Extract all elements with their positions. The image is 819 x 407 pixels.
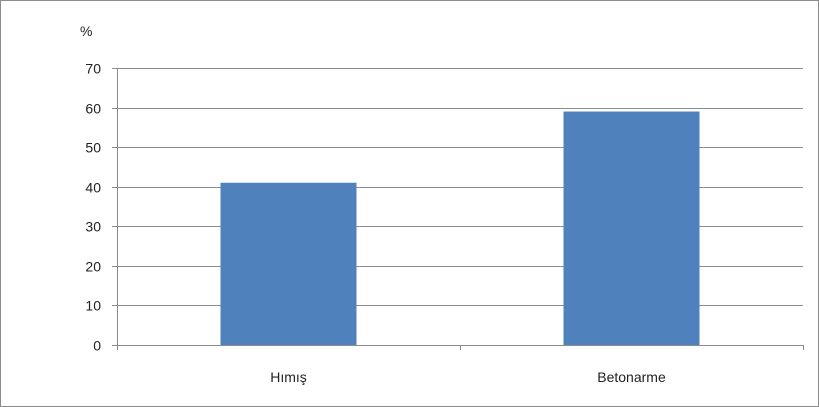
- x-category-labels: Hımış Betonarme: [270, 369, 666, 385]
- y-tick-label-10: 10: [85, 298, 101, 314]
- bar-2: [563, 111, 700, 346]
- bars: [220, 111, 700, 346]
- axes: [117, 68, 804, 350]
- y-tick-label-70: 70: [85, 61, 101, 77]
- y-tick-label-40: 40: [85, 180, 101, 196]
- gridlines: [117, 68, 803, 306]
- y-tick-labels: 0 10 20 30 40 50 60 70: [85, 61, 117, 354]
- y-tick-label-20: 20: [85, 259, 101, 275]
- x-category-label-1: Hımış: [270, 369, 307, 385]
- y-tick-label-0: 0: [93, 338, 101, 354]
- y-tick-label-30: 30: [85, 219, 101, 235]
- y-tick-label-60: 60: [85, 101, 101, 117]
- bar-1: [220, 182, 357, 345]
- y-tick-label-50: 50: [85, 140, 101, 156]
- x-category-label-2: Betonarme: [597, 369, 666, 385]
- y-axis-unit-label: %: [80, 23, 92, 39]
